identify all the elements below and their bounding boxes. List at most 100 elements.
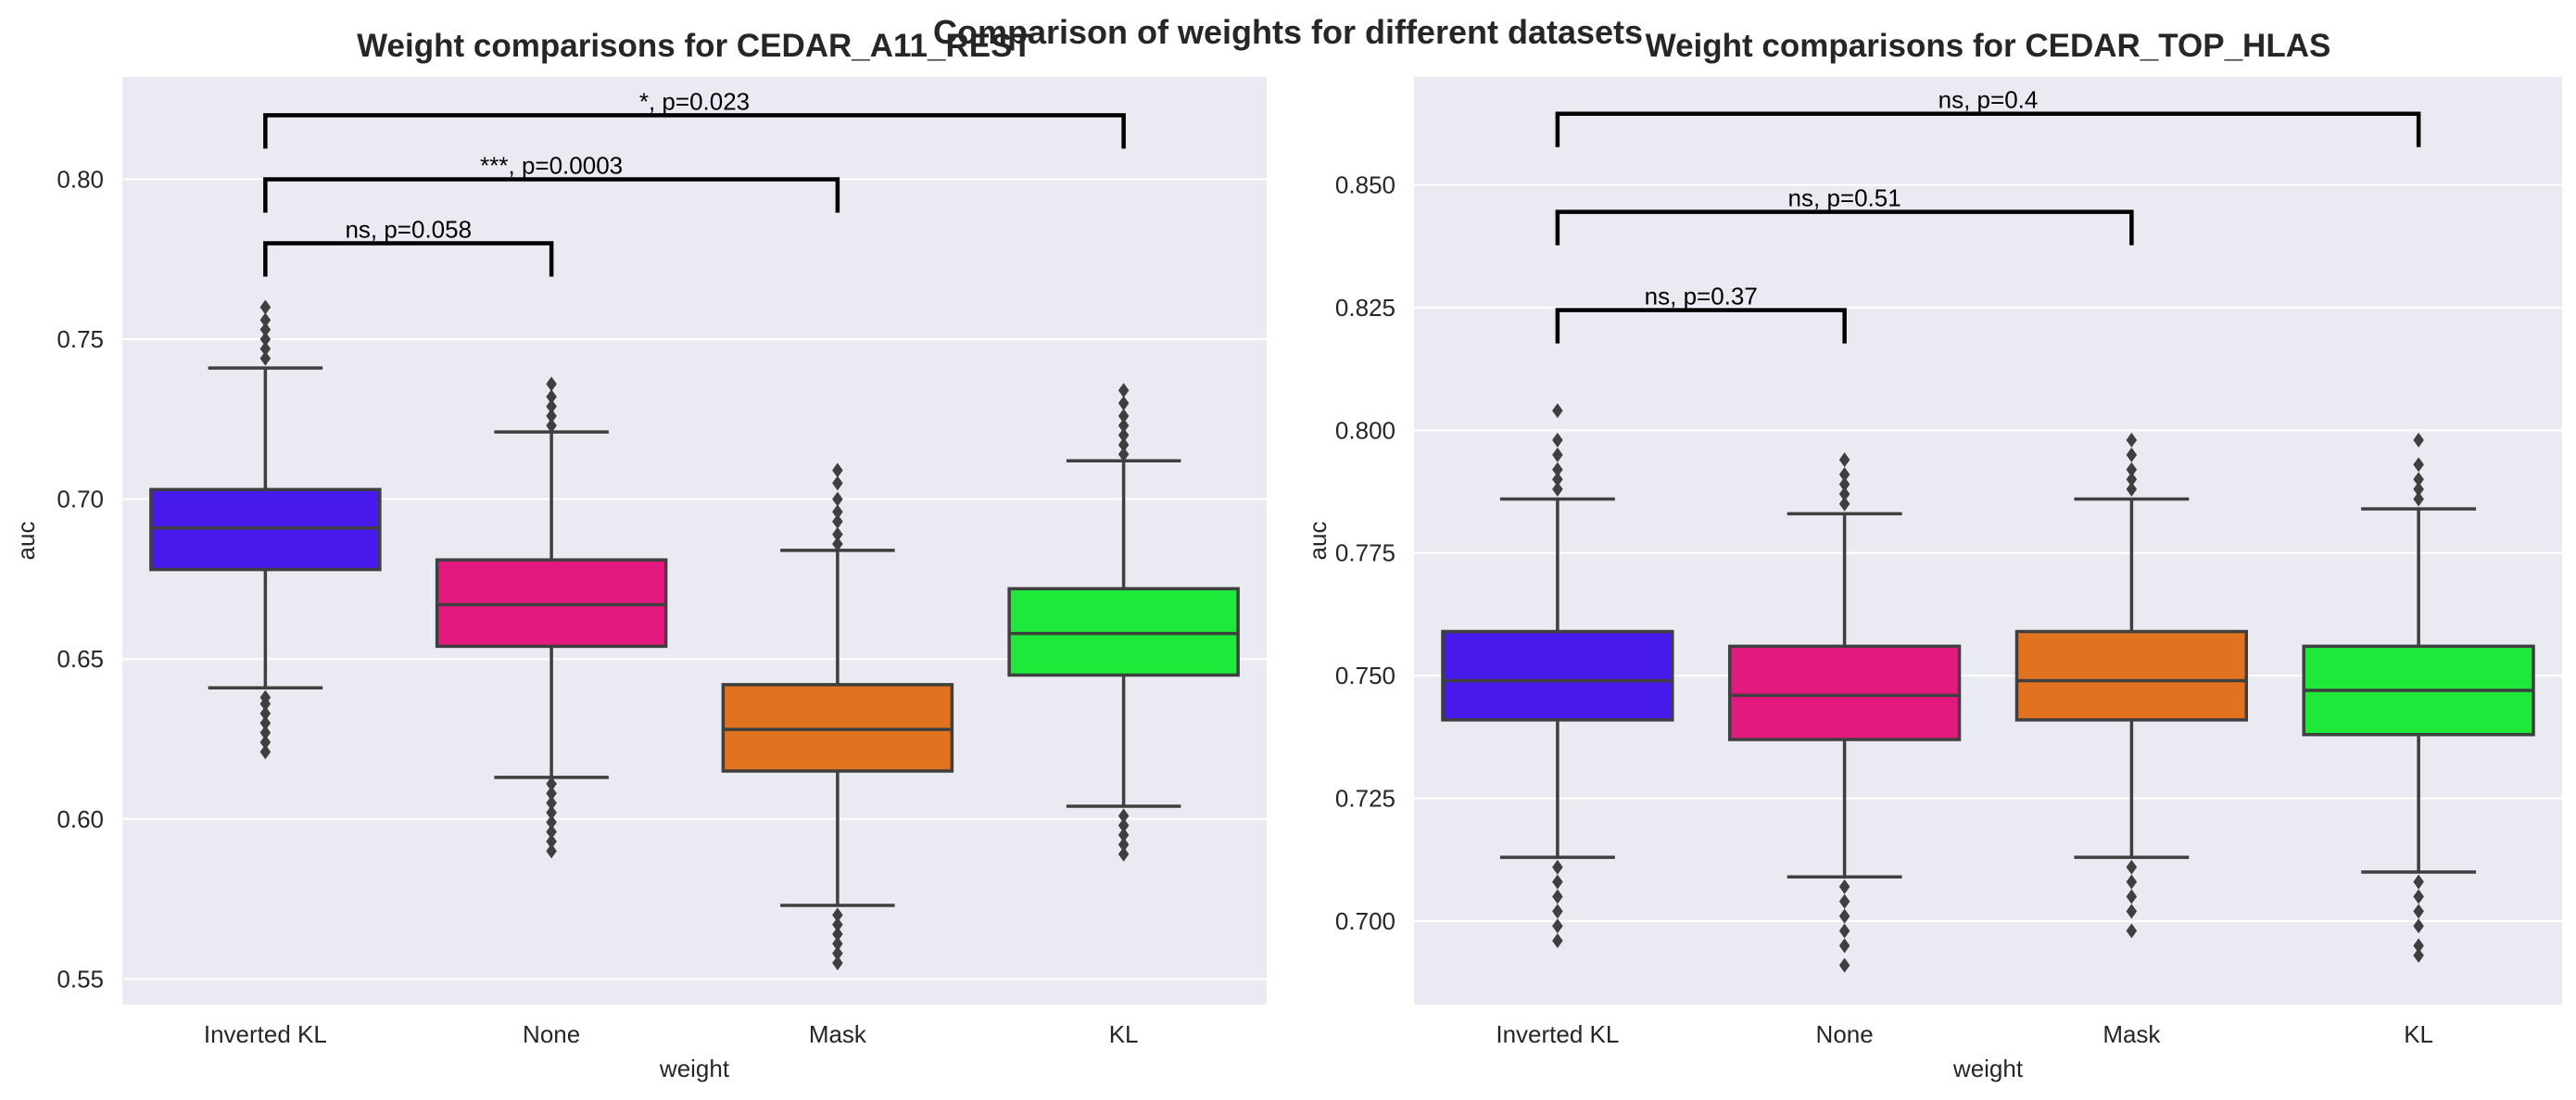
outlier-point [832,955,843,971]
outlier-point [832,945,843,961]
x-axis-label: weight [659,1055,730,1082]
outlier-point [2126,874,2138,890]
outlier-point [1552,403,1563,419]
outlier-point [1118,828,1130,843]
y-tick-label: 0.75 [57,325,104,353]
right-panel: 0.700 0.725 0.750 0.775 0.800 0.825 0.850 Weigh… [1304,28,2562,1082]
outlier-point [2126,889,2138,904]
significance-bracket [1555,308,1847,344]
x-tick-label: KL [2404,1020,2433,1048]
outlier-point [832,462,843,478]
y-tick-label: 0.55 [57,965,104,993]
outlier-point [2413,491,2424,507]
outlier-point [546,408,557,424]
outlier-point [259,734,271,750]
outlier-point [1552,874,1563,890]
panel-title: Weight comparisons for CEDAR_TOP_HLAS [1646,28,2331,64]
significance-label: ***, p=0.0003 [480,151,623,179]
outlier-point [546,824,557,840]
outlier-point [1552,889,1563,904]
significance-label: ns, p=0.4 [1938,86,2039,114]
outlier-point [1838,487,1850,502]
outlier-point [546,776,557,791]
box-none [435,376,668,859]
outlier-point [259,715,271,731]
outlier-point [1552,432,1563,448]
x-tick-label: KL [1109,1020,1139,1048]
y-tick-label: 0.725 [1335,785,1395,813]
outlier-point [546,833,557,849]
box-kl [1007,383,1240,862]
outlier-point [546,418,557,434]
box-kl [2302,432,2535,964]
outlier-point [832,504,843,520]
outlier-point [832,927,843,942]
box-inverted-kl [1441,403,1674,949]
plot-area [1414,77,2562,1005]
significance-bracket [1555,209,2134,246]
outlier-point [832,475,843,491]
x-tick-label: None [523,1020,580,1048]
outlier-point [2126,461,2138,477]
significance-label: ns, p=0.51 [1788,184,1901,212]
significance-bracket [1555,111,2421,147]
y-tick-label: 0.60 [57,805,104,833]
outlier-point [1118,846,1130,862]
outlier-point [2126,904,2138,919]
box-body [1441,629,1674,722]
left-panel: 0.55 0.60 0.65 0.70 0.75 0.80 Weight compariso… [12,28,1267,1082]
y-axis-label: auc [12,522,40,561]
outlier-point [832,536,843,551]
outlier-point [2413,889,2424,904]
y-tick-label: 0.80 [57,165,104,193]
outlier-point [259,332,271,348]
outlier-point [2413,904,2424,919]
outlier-point [2126,432,2138,448]
outlier-point [1838,893,1850,909]
x-axis-label: weight [1952,1055,2024,1082]
significance-bracket [263,177,840,213]
x-tick-label: None [1816,1020,1874,1048]
y-tick-label: 0.775 [1335,539,1395,567]
outlier-point [1552,461,1563,477]
outlier-point [1838,879,1850,894]
outlier-point [259,341,271,357]
outlier-point [1838,496,1850,512]
outlier-point [1552,481,1563,497]
outlier-point [1838,476,1850,492]
outlier-point [832,513,843,529]
box-body [1727,644,1962,741]
significance-label: ns, p=0.058 [345,215,472,243]
outlier-point [1552,447,1563,462]
outlier-point [1118,817,1130,833]
outlier-point [2413,432,2424,448]
box-body [2014,629,2249,722]
outlier-point [546,804,557,820]
figure-suptitle: Comparison of weights for different data… [933,13,1643,51]
outlier-point [259,350,271,366]
outlier-point [832,917,843,932]
outlier-point [546,398,557,414]
outlier-point [2126,447,2138,462]
outlier-point [546,795,557,811]
outlier-point [2413,481,2424,497]
y-tick-label: 0.750 [1335,662,1395,689]
outlier-point [259,744,271,760]
outlier-point [546,843,557,859]
outlier-point [546,376,557,392]
outlier-point [259,312,271,328]
outlier-point [1552,918,1563,934]
outlier-point [2126,481,2138,497]
outlier-point [832,936,843,952]
outlier-point [1118,383,1130,398]
outlier-point [1118,808,1130,824]
outlier-point [832,907,843,923]
outlier-point [2413,938,2424,954]
outlier-point [259,725,271,740]
y-tick-label: 0.700 [1335,907,1395,935]
x-tick-label: Inverted KL [1496,1020,1619,1048]
outlier-point [1118,837,1130,853]
outlier-point [1118,447,1130,462]
y-tick-label: 0.825 [1335,294,1395,322]
